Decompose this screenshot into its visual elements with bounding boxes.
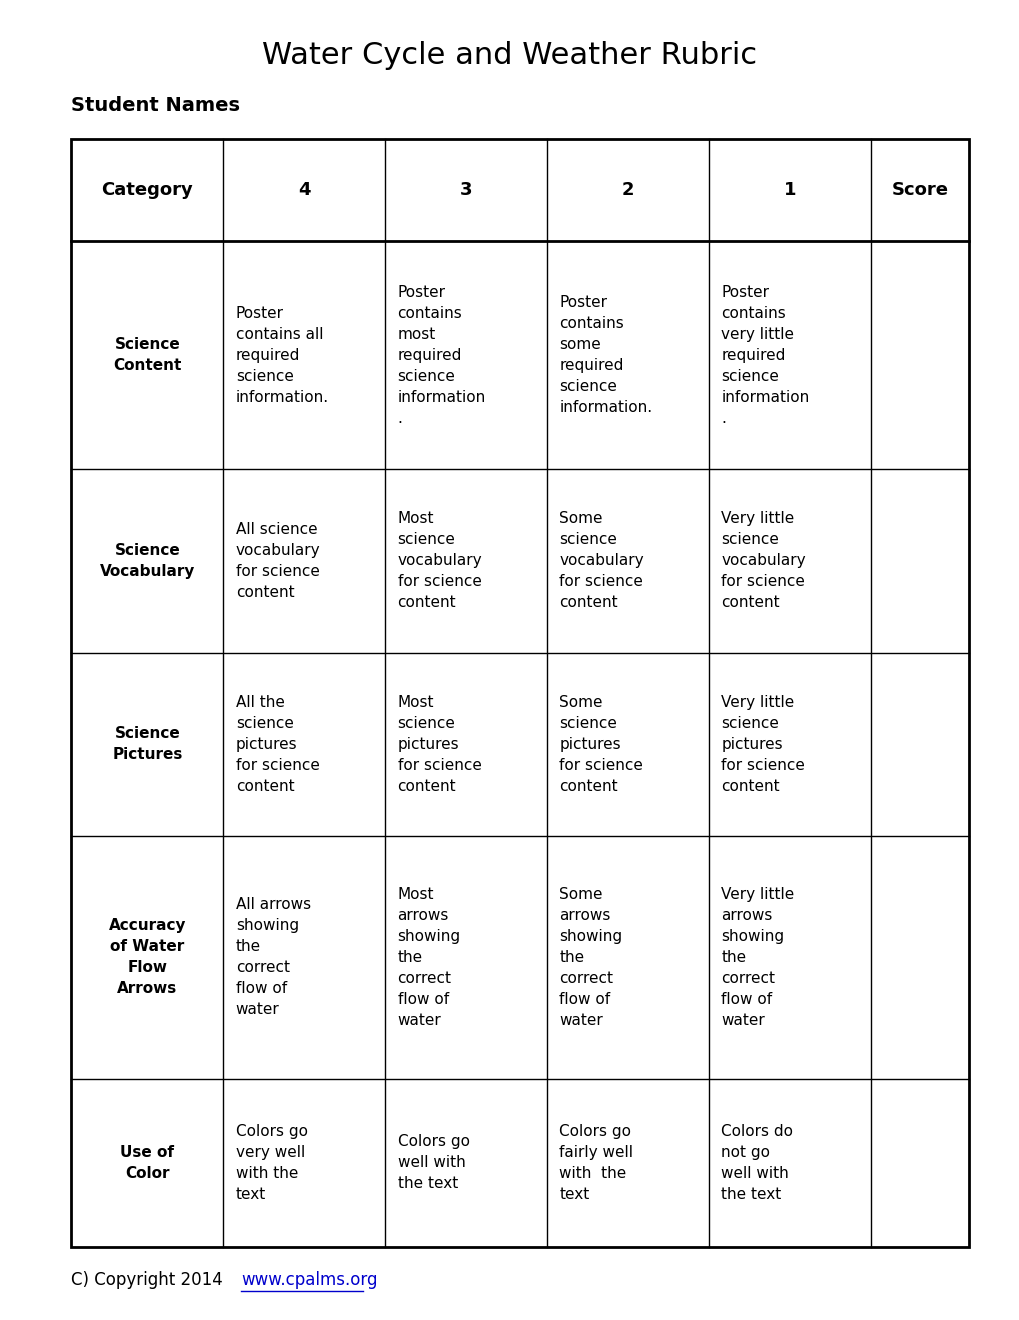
Text: www.cpalms.org: www.cpalms.org (242, 1271, 377, 1290)
Text: Very little
science
pictures
for science
content: Very little science pictures for science… (720, 694, 804, 793)
Text: Colors go
well with
the text: Colors go well with the text (397, 1134, 469, 1192)
Text: Colors go
very well
with the
text: Colors go very well with the text (235, 1123, 308, 1203)
Text: C) Copyright 2014: C) Copyright 2014 (71, 1271, 233, 1290)
Text: Use of
Color: Use of Color (120, 1144, 174, 1181)
Text: Poster
contains
some
required
science
information.: Poster contains some required science in… (558, 296, 652, 416)
Text: Some
science
pictures
for science
content: Some science pictures for science conten… (558, 694, 643, 793)
Text: 1: 1 (783, 181, 796, 199)
Text: 2: 2 (622, 181, 634, 199)
Text: Some
arrows
showing
the
correct
flow of
water: Some arrows showing the correct flow of … (558, 887, 622, 1028)
Text: Some
science
vocabulary
for science
content: Some science vocabulary for science cont… (558, 511, 643, 610)
Text: Poster
contains all
required
science
information.: Poster contains all required science inf… (235, 306, 328, 405)
Text: Science
Vocabulary: Science Vocabulary (100, 543, 195, 579)
Text: Category: Category (102, 181, 194, 199)
Text: Very little
science
vocabulary
for science
content: Very little science vocabulary for scien… (720, 511, 805, 610)
Text: Student Names: Student Names (71, 96, 240, 115)
Text: Poster
contains
most
required
science
information
.: Poster contains most required science in… (397, 285, 485, 426)
Text: Most
science
pictures
for science
content: Most science pictures for science conten… (397, 694, 481, 793)
Text: Poster
contains
very little
required
science
information
.: Poster contains very little required sci… (720, 285, 809, 426)
Text: 4: 4 (298, 181, 311, 199)
Text: 3: 3 (460, 181, 472, 199)
Text: All arrows
showing
the
correct
flow of
water: All arrows showing the correct flow of w… (235, 898, 311, 1018)
Text: All the
science
pictures
for science
content: All the science pictures for science con… (235, 694, 319, 793)
Text: Score: Score (891, 181, 948, 199)
Text: Most
science
vocabulary
for science
content: Most science vocabulary for science cont… (397, 511, 482, 610)
Text: Accuracy
of Water
Flow
Arrows: Accuracy of Water Flow Arrows (109, 919, 186, 997)
Text: Colors do
not go
well with
the text: Colors do not go well with the text (720, 1123, 793, 1203)
Bar (71, 139, 968, 1247)
Text: Most
arrows
showing
the
correct
flow of
water: Most arrows showing the correct flow of … (397, 887, 461, 1028)
Text: Science
Content: Science Content (113, 337, 181, 374)
Text: Water Cycle and Weather Rubric: Water Cycle and Weather Rubric (262, 41, 757, 70)
Text: Very little
arrows
showing
the
correct
flow of
water: Very little arrows showing the correct f… (720, 887, 794, 1028)
Text: Science
Pictures: Science Pictures (112, 726, 182, 763)
Text: Colors go
fairly well
with  the
text: Colors go fairly well with the text (558, 1123, 633, 1203)
Text: All science
vocabulary
for science
content: All science vocabulary for science conte… (235, 521, 320, 599)
